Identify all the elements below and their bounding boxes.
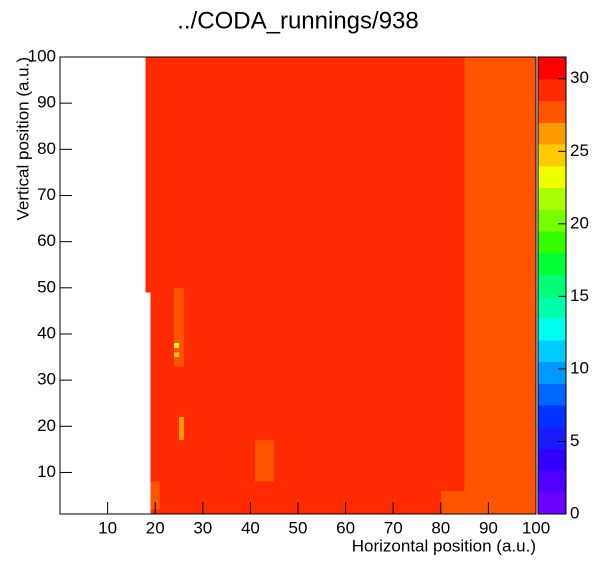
y-tick-label: 100 xyxy=(28,46,56,65)
color-bar-step xyxy=(538,383,566,406)
x-tick-label: 80 xyxy=(431,518,450,537)
y-tick-label: 80 xyxy=(37,139,56,158)
color-bar-frame xyxy=(537,56,567,515)
color-bar-step xyxy=(538,426,566,450)
heat-cell xyxy=(145,57,465,293)
color-bar-step xyxy=(538,448,566,471)
x-tick-label: 30 xyxy=(193,518,212,537)
z-tick-label: 15 xyxy=(570,286,589,305)
y-tick-label: 90 xyxy=(37,93,56,112)
color-bar-step xyxy=(538,209,566,232)
z-tick-label: 0 xyxy=(570,503,579,522)
color-bar-step xyxy=(538,361,566,384)
x-tick-label: 60 xyxy=(336,518,355,537)
color-bar-step xyxy=(538,318,566,341)
heat-cell xyxy=(174,343,179,348)
color-bar-step xyxy=(538,296,566,319)
y-axis-label: Vertical position (a.u.) xyxy=(13,57,32,220)
heat-cell xyxy=(174,352,179,358)
color-bar-step xyxy=(538,100,566,123)
z-tick-label: 30 xyxy=(570,68,589,87)
heat-cell xyxy=(179,417,184,441)
x-tick-label: 90 xyxy=(479,518,498,537)
heat-cell xyxy=(255,440,275,482)
color-bar-step xyxy=(538,78,566,102)
z-tick-label: 10 xyxy=(570,358,589,377)
color-bar-step xyxy=(538,252,566,276)
x-axis-label: Horizontal position (a.u.) xyxy=(352,536,536,555)
heat-cell xyxy=(150,292,465,514)
z-tick-label: 5 xyxy=(570,431,579,450)
y-tick-label: 30 xyxy=(37,370,56,389)
x-tick-label: 100 xyxy=(522,518,550,537)
y-tick-label: 50 xyxy=(37,277,56,296)
heat-cell xyxy=(174,287,184,367)
y-tick-label: 40 xyxy=(37,323,56,342)
color-bar-step xyxy=(538,187,566,210)
x-tick-label: 50 xyxy=(289,518,308,537)
y-tick-label: 20 xyxy=(37,416,56,435)
chart-title: ../CODA_runnings/938 xyxy=(177,7,418,34)
heat-cell xyxy=(464,57,536,514)
color-bar-step xyxy=(538,57,566,80)
color-bar-step xyxy=(538,470,566,493)
color-bar-step xyxy=(538,405,566,428)
color-bar-step xyxy=(538,144,566,167)
color-bar-step xyxy=(538,492,566,515)
color-bar-step xyxy=(538,122,566,145)
color-bar-step xyxy=(538,339,566,363)
y-tick-label: 10 xyxy=(37,462,56,481)
x-tick-label: 40 xyxy=(241,518,260,537)
color-bar-step xyxy=(538,165,566,189)
x-tick-label: 70 xyxy=(384,518,403,537)
heat-cell xyxy=(440,490,465,514)
heat-cell xyxy=(150,481,160,510)
z-tick-label: 25 xyxy=(570,141,589,160)
x-tick-label: 10 xyxy=(98,518,117,537)
x-tick-label: 20 xyxy=(146,518,165,537)
color-bar-step xyxy=(538,231,566,254)
z-tick-label: 20 xyxy=(570,213,589,232)
color-bar-step xyxy=(538,274,566,297)
y-tick-label: 60 xyxy=(37,231,56,250)
y-tick-label: 70 xyxy=(37,185,56,204)
